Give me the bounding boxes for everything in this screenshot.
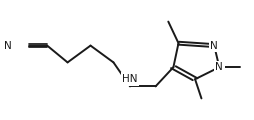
Text: N: N xyxy=(210,41,217,51)
Text: HN: HN xyxy=(122,74,137,84)
Text: N: N xyxy=(215,62,222,72)
Text: N: N xyxy=(4,41,11,51)
